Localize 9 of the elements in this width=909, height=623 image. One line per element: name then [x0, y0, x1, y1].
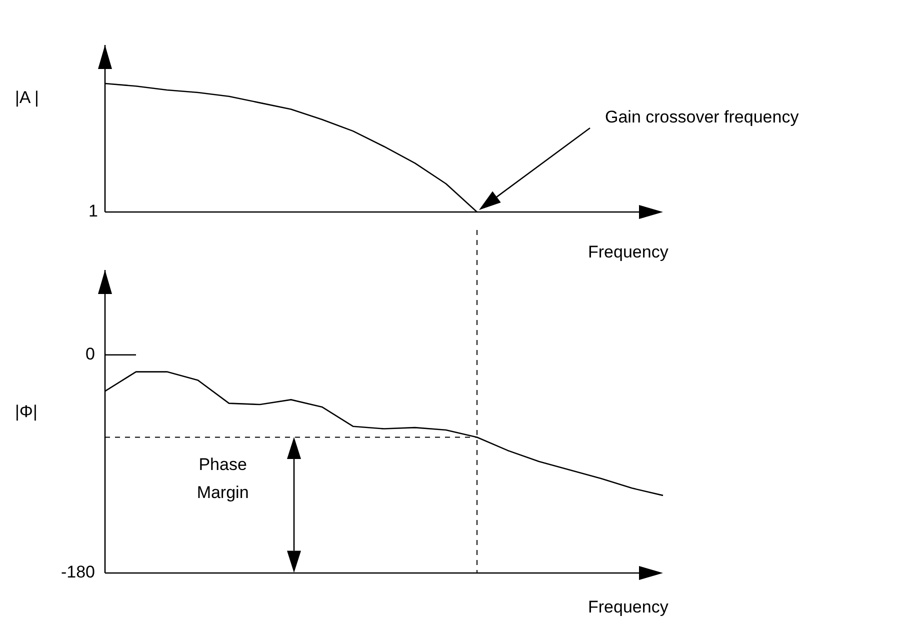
y-axis-title: |Φ| — [15, 402, 38, 422]
annotation: Gain crossover frequency — [605, 108, 800, 127]
x-axis-title: Frequency — [588, 242, 669, 262]
x-axis-title: Frequency — [588, 598, 669, 617]
y-tick-label: -180 — [60, 562, 95, 582]
y-tick-label: 0 — [86, 344, 95, 364]
text: 1 — [88, 202, 98, 221]
y-axis-title: |A | — [15, 88, 39, 108]
annotation: Phase Margin — [196, 454, 249, 502]
